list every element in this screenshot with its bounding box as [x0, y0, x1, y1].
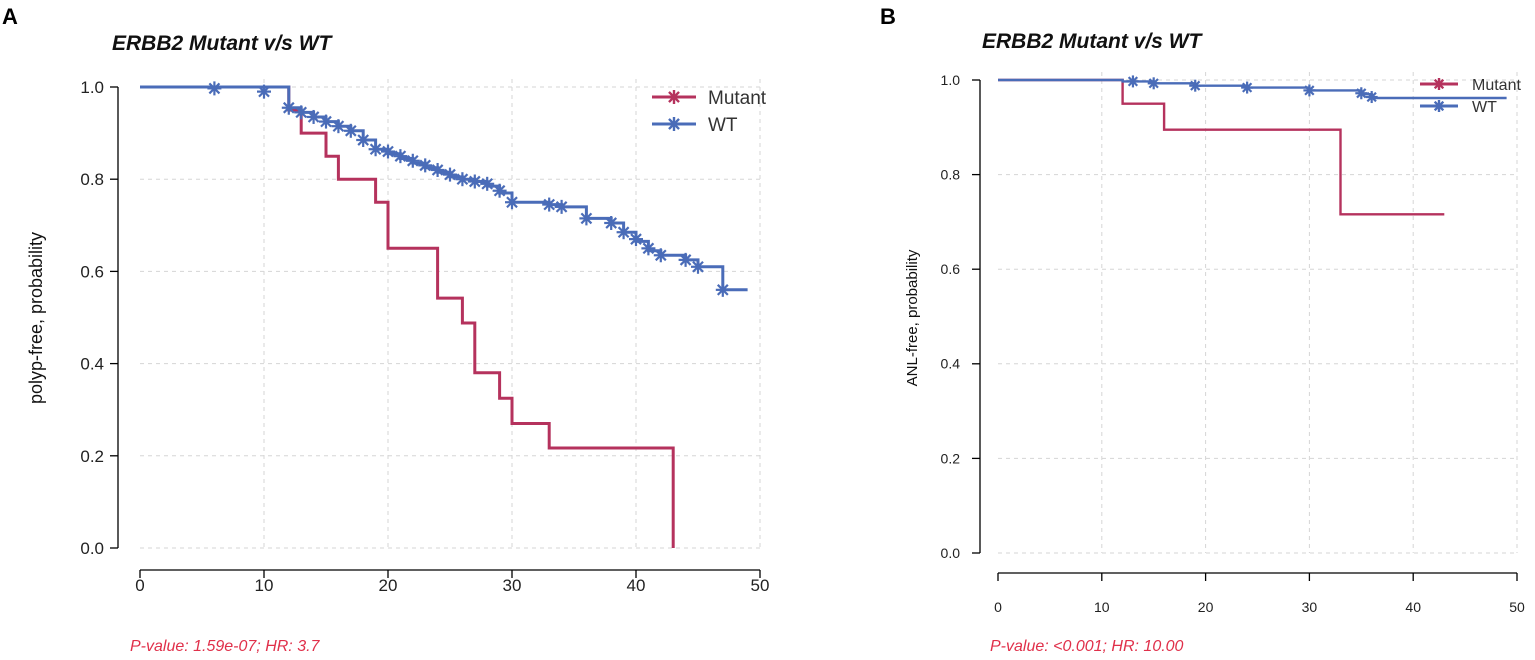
y-tick-label: 0.0 [941, 545, 961, 561]
panel-a-y-ticks: 0.0 0.2 0.4 0.6 0.8 1.0 [80, 78, 118, 558]
panel-a-series [140, 81, 748, 548]
censor-mark-wt [505, 195, 519, 210]
censor-mark-wt [1303, 84, 1316, 97]
panel-a: A ERBB2 Mutant v/s WT 0 10 20 30 40 50 0.0 0.2… [2, 4, 769, 655]
panel-b-legend: Mutant WT [1420, 77, 1521, 116]
censor-mark-wt [1126, 75, 1139, 88]
y-tick-label: 0.6 [941, 261, 961, 277]
y-tick-label: 0.6 [80, 262, 104, 281]
x-tick-label: 10 [1094, 599, 1110, 615]
censor-mark-wt [715, 282, 730, 297]
panel-a-y-axis-label: polyp-free, probability [26, 232, 46, 404]
y-tick-label: 1.0 [941, 72, 961, 88]
censor-mark-wt [1365, 91, 1378, 104]
censor-mark-wt [480, 176, 495, 191]
series-line-mutant [998, 78, 1445, 216]
x-tick-label: 20 [1198, 599, 1214, 615]
censor-mark-wt [343, 123, 358, 138]
x-tick-label: 50 [751, 576, 770, 595]
panel-b-grid [998, 72, 1518, 554]
x-tick-label: 50 [1509, 599, 1525, 615]
x-tick-label: 40 [1405, 599, 1421, 615]
x-tick-label: 30 [1302, 599, 1318, 615]
y-tick-label: 1.0 [80, 78, 104, 97]
censor-mark-wt [281, 100, 296, 115]
censor-mark-wt [430, 162, 445, 177]
y-tick-label: 0.0 [80, 539, 104, 558]
panel-b: B ERBB2 Mutant v/s WT 0 10 20 30 40 50 0.0 0.2… [880, 4, 1525, 655]
panel-b-x-ticks: 0 10 20 30 40 50 [994, 573, 1525, 615]
censor-mark-wt [455, 172, 470, 187]
censor-mark-wt [306, 109, 321, 124]
censor-mark-wt [653, 248, 668, 263]
panel-b-pvalue: P-value: <0.001; HR: 10.00 [990, 638, 1184, 655]
y-tick-label: 0.8 [941, 167, 961, 183]
censor-mark-wt [1189, 79, 1202, 92]
panel-a-axes [117, 87, 760, 571]
legend-wt-label: WT [708, 115, 738, 136]
panel-a-pvalue: P-value: 1.59e-07; HR: 3.7 [130, 638, 321, 655]
censor-mark-wt [1147, 77, 1160, 90]
censor-mark-wt [629, 232, 643, 247]
censor-mark-wt [418, 158, 433, 173]
panel-b-y-ticks: 0.0 0.2 0.4 0.6 0.8 1.0 [941, 72, 980, 561]
legend-mutant-label: Mutant [1472, 77, 1521, 94]
panel-a-title: ERBB2 Mutant v/s WT [112, 32, 334, 55]
panel-b-y-axis-label: ANL-free, probability [904, 249, 921, 386]
y-tick-label: 0.4 [80, 355, 104, 374]
panel-a-label: A [2, 4, 18, 29]
censor-mark-wt [393, 149, 408, 164]
x-tick-label: 40 [627, 576, 646, 595]
legend-mutant-marker [1433, 78, 1445, 90]
panel-b-axes [979, 80, 1517, 574]
y-tick-label: 0.2 [941, 450, 961, 466]
x-tick-label: 10 [255, 576, 274, 595]
legend-wt-label: WT [1472, 99, 1497, 116]
series-line-mutant [140, 85, 675, 548]
censor-mark-wt [1355, 87, 1368, 100]
censor-mark-wt [492, 183, 507, 198]
censor-mark-wt [691, 259, 705, 274]
censor-mark-wt [678, 252, 693, 267]
censor-mark-wt [207, 81, 222, 96]
panel-a-grid [140, 79, 761, 549]
y-tick-label: 0.2 [80, 447, 104, 466]
x-tick-label: 30 [503, 576, 522, 595]
legend-wt-marker [1433, 100, 1445, 112]
censor-mark-wt [467, 174, 482, 189]
panel-b-title: ERBB2 Mutant v/s WT [982, 30, 1204, 53]
censor-mark-wt [405, 153, 420, 168]
censor-mark-wt [641, 241, 656, 256]
panel-b-label: B [880, 4, 896, 29]
censor-mark-wt [331, 119, 346, 134]
x-tick-label: 20 [379, 576, 398, 595]
censor-mark-wt [356, 133, 371, 148]
y-tick-label: 0.4 [941, 356, 961, 372]
panel-b-series [998, 75, 1507, 216]
censor-mark-wt [616, 225, 631, 240]
panel-a-legend: Mutant WT [652, 88, 767, 136]
censor-mark-wt [319, 114, 333, 129]
x-tick-label: 0 [135, 576, 144, 595]
censor-mark-wt [443, 167, 457, 182]
censor-mark-wt [542, 197, 557, 212]
censor-mark-wt [294, 105, 309, 120]
censor-mark-wt [1241, 81, 1254, 94]
censor-mark-wt [381, 144, 395, 159]
x-tick-label: 0 [994, 599, 1002, 615]
y-tick-label: 0.8 [80, 170, 104, 189]
legend-wt-marker [667, 117, 681, 131]
censor-mark-wt [604, 215, 619, 230]
censor-mark-wt [554, 199, 569, 214]
censor-mark-wt [368, 142, 383, 157]
censor-mark-wt [257, 84, 271, 99]
legend-mutant-label: Mutant [708, 88, 767, 109]
legend-mutant-marker [667, 90, 681, 104]
panel-a-x-ticks: 0 10 20 30 40 50 [135, 570, 769, 595]
censor-mark-wt [579, 211, 594, 226]
